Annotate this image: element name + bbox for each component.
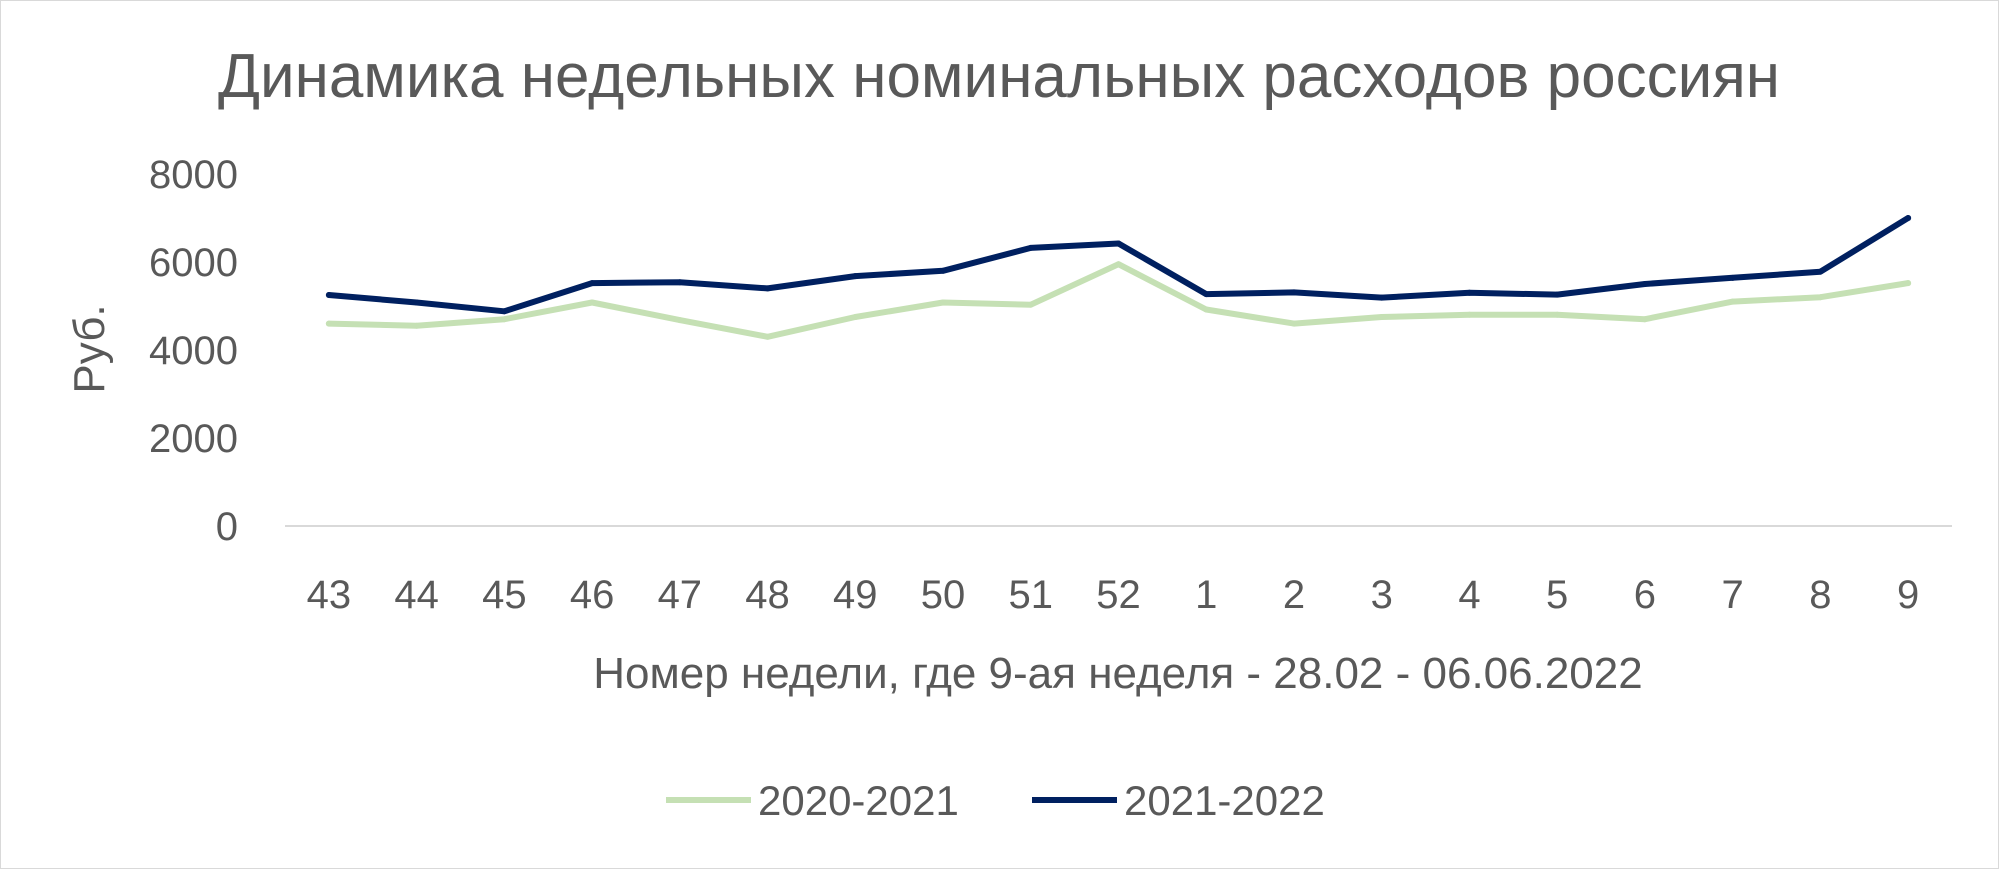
data-point-2020-2021-44 (413, 322, 420, 329)
x-tick-label: 45 (482, 573, 527, 617)
data-point-2020-2021-51 (1027, 301, 1034, 308)
data-point-2021-2022-7 (1729, 274, 1736, 281)
chart-title: Динамика недельных номинальных расходов … (218, 42, 1780, 111)
x-axis-title: Номер недели, где 9-ая неделя - 28.02 - … (593, 649, 1642, 698)
data-point-2021-2022-9 (1905, 215, 1912, 221)
x-tick-label: 9 (1897, 573, 1919, 617)
data-point-2020-2021-9 (1905, 280, 1912, 287)
data-point-2020-2021-52 (1115, 261, 1122, 268)
data-point-2021-2022-4 (1466, 289, 1473, 296)
data-point-2020-2021-4 (1466, 311, 1473, 318)
x-tick-label: 52 (1096, 573, 1141, 617)
legend: 2020-2021 2021-2022 (666, 777, 1325, 824)
data-point-2021-2022-6 (1641, 281, 1648, 287)
x-tick-label: 6 (1634, 573, 1656, 617)
data-point-2021-2022-45 (501, 308, 508, 315)
data-point-2020-2021-47 (676, 317, 683, 324)
x-tick-label: 7 (1722, 573, 1744, 617)
data-point-2021-2022-52 (1115, 240, 1122, 247)
data-point-2021-2022-44 (413, 299, 420, 306)
data-point-2020-2021-49 (852, 314, 859, 320)
data-point-2021-2022-5 (1554, 291, 1561, 298)
x-tick-label: 4 (1458, 573, 1480, 617)
x-tick-label: 5 (1546, 573, 1568, 617)
x-tick-label: 1 (1195, 573, 1217, 617)
x-tick-label: 49 (833, 573, 878, 617)
data-point-2020-2021-45 (501, 316, 508, 323)
y-tick-label: 8000 (149, 153, 238, 197)
legend-label-2020-2021: 2020-2021 (758, 777, 959, 824)
data-point-2021-2022-47 (676, 279, 683, 286)
data-point-2020-2021-48 (764, 333, 771, 340)
data-point-2021-2022-1 (1203, 291, 1210, 298)
data-point-2020-2021-5 (1554, 311, 1561, 318)
series-line-2020-2021 (325, 261, 1912, 340)
legend-label-2021-2022: 2021-2022 (1124, 777, 1325, 824)
x-tick-label: 8 (1809, 573, 1831, 617)
x-tick-label: 3 (1371, 573, 1393, 617)
data-point-2021-2022-46 (589, 280, 596, 287)
data-point-2021-2022-50 (940, 267, 947, 274)
data-point-2020-2021-3 (1378, 314, 1385, 320)
y-axis-title: Руб. (65, 304, 114, 393)
x-tick-label: 43 (307, 573, 352, 617)
x-tick-label: 47 (658, 573, 703, 617)
x-tick-label: 46 (570, 573, 615, 617)
x-tick-label: 48 (745, 573, 790, 617)
data-point-2021-2022-2 (1290, 289, 1297, 296)
y-tick-label: 2000 (149, 417, 238, 461)
y-axis: 0 2000 4000 6000 8000 (149, 153, 238, 549)
data-point-2021-2022-3 (1378, 294, 1385, 301)
data-point-2020-2021-1 (1203, 306, 1210, 313)
data-point-2021-2022-49 (852, 273, 859, 280)
data-point-2020-2021-50 (940, 299, 947, 306)
data-point-2020-2021-46 (589, 299, 596, 306)
data-point-2020-2021-7 (1729, 298, 1736, 305)
x-axis: 43 44 45 46 47 48 49 50 51 52 1 2 3 4 5 6 7 8 9 (307, 573, 1920, 617)
data-point-2021-2022-43 (325, 292, 332, 298)
data-point-2020-2021-8 (1817, 294, 1824, 301)
series-layer (325, 215, 1912, 340)
x-tick-label: 50 (921, 573, 966, 617)
x-tick-label: 2 (1283, 573, 1305, 617)
data-point-2020-2021-6 (1641, 316, 1648, 323)
data-point-2020-2021-2 (1290, 320, 1297, 327)
data-point-2021-2022-8 (1817, 268, 1824, 275)
y-tick-label: 6000 (149, 241, 238, 285)
data-point-2021-2022-48 (764, 285, 771, 292)
y-tick-label: 4000 (149, 329, 238, 373)
x-tick-label: 44 (394, 573, 439, 617)
y-tick-label: 0 (216, 505, 238, 549)
data-point-2021-2022-51 (1027, 244, 1034, 251)
x-tick-label: 51 (1009, 573, 1054, 617)
data-point-2020-2021-43 (325, 320, 332, 327)
